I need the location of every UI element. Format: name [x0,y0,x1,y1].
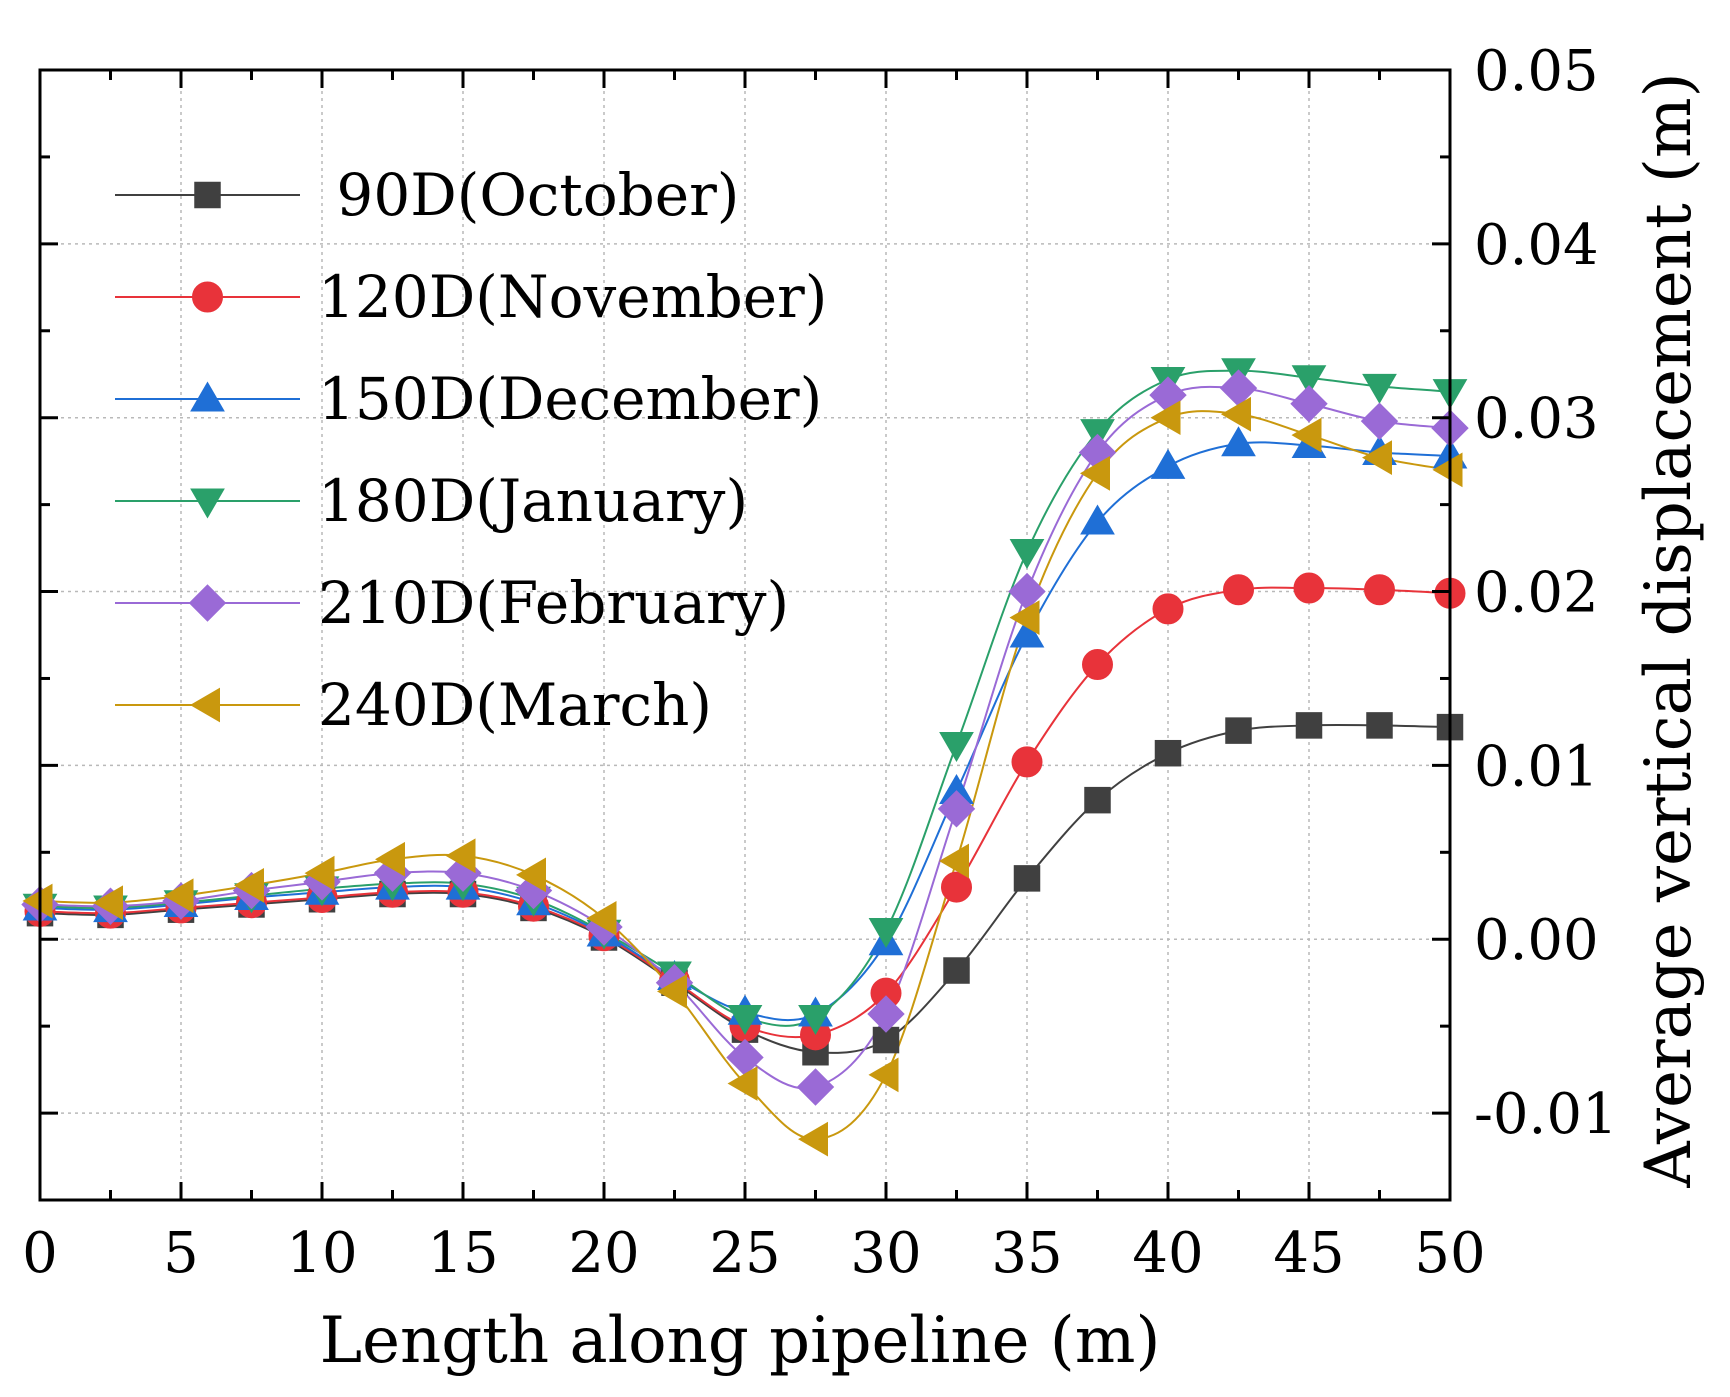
x-tick-label: 10 [286,1221,357,1286]
x-tick-label: 30 [850,1221,921,1286]
legend-label: 90D(October) [318,161,739,229]
legend-marker [194,181,221,209]
data-point-2 [1221,426,1256,457]
data-point-2 [1009,617,1045,648]
data-point-0 [1154,739,1182,767]
data-point-4 [937,790,976,828]
data-point-5 [1221,396,1251,432]
y-tick-label: 0.04 [1474,213,1599,278]
data-point-4 [796,1068,835,1106]
y-tick-label: 0.03 [1474,387,1599,452]
legend-label: 120D(November) [318,263,827,331]
data-point-1 [1011,746,1043,778]
x-tick-label: 45 [1273,1221,1344,1286]
series-line-2 [39,441,1451,1022]
y-tick-label: 0.02 [1474,561,1599,626]
data-point-5 [1080,455,1110,491]
data-point-2 [1080,504,1115,535]
data-point-3 [727,1004,763,1035]
data-point-1 [941,871,972,903]
data-point-1 [1293,572,1325,604]
data-point-2 [1150,448,1186,479]
data-point-5 [1009,600,1040,635]
data-point-3 [939,732,974,763]
data-point-3 [1291,365,1327,396]
legend-marker [190,488,225,519]
legend-marker [190,381,225,412]
data-point-5 [868,1057,899,1093]
data-point-5 [798,1121,828,1157]
data-point-3 [798,1004,833,1035]
data-point-5 [234,867,264,903]
legend-marker [192,281,223,313]
x-tick-label: 5 [163,1221,199,1286]
data-point-5 [163,878,194,914]
x-tick-label: 20 [568,1221,639,1286]
axis-ticks [38,68,1452,1200]
x-tick-label: 40 [1132,1221,1203,1286]
x-tick-label: 15 [427,1221,498,1286]
data-point-5 [516,857,546,893]
legend-label: 150D(December) [318,365,822,433]
data-point-4 [1008,572,1046,611]
data-point-3 [1009,539,1045,570]
y-tick-labels: -0.01 0.00 0.01 0.02 0.03 0.04 0.05 [1474,39,1618,1147]
data-point-5 [586,901,617,936]
data-point-5 [22,883,53,919]
x-tick-labels: 0 5 10 15 20 25 30 35 40 45 50 [22,1221,1485,1286]
data-point-5 [375,841,405,877]
x-tick-label: 25 [709,1221,780,1286]
legend-label: 240D(March) [318,671,712,739]
data-point-1 [1082,649,1113,681]
data-point-5 [1432,452,1463,488]
series-markers [21,358,1469,1157]
data-point-5 [727,1066,758,1101]
data-point-4 [1360,402,1399,440]
data-point-3 [868,918,904,949]
data-point-4 [1290,385,1328,423]
x-tick-label: 0 [22,1221,58,1286]
data-point-0 [1295,712,1323,739]
series-line-5 [39,410,1451,1141]
series-line-1 [39,586,1451,1039]
data-point-4 [867,995,905,1033]
data-point-5 [445,838,476,874]
data-point-0 [943,957,970,984]
legend-label: 180D(January) [318,467,748,535]
data-point-5 [1150,400,1181,436]
y-axis-title: Average vertical displacement (m) [1632,72,1706,1188]
y-tick-label: 0.05 [1474,39,1599,104]
data-point-1 [1364,574,1395,606]
legend-label: 210D(February) [318,569,789,637]
data-point-0 [1084,786,1111,814]
data-point-0 [1013,865,1041,892]
x-tick-label: 50 [1414,1221,1485,1286]
data-point-5 [1291,417,1322,453]
data-point-5 [657,974,687,1009]
data-point-0 [1225,717,1252,744]
data-point-5 [304,855,335,891]
data-point-1 [1223,574,1254,606]
data-point-1 [1152,593,1184,625]
x-axis-title: Length along pipeline (m) [320,1304,1161,1378]
data-point-0 [1366,712,1393,739]
y-tick-label: 0.00 [1474,908,1599,973]
data-point-5 [93,885,123,921]
data-point-5 [1362,440,1392,476]
x-tick-label: 35 [991,1221,1062,1286]
data-point-3 [1362,373,1397,404]
legend-marker [190,687,220,723]
y-tick-label: -0.01 [1474,1082,1618,1147]
legend: 90D(October) 120D(November) 150D(December)… [115,161,827,739]
y-tick-label: 0.01 [1474,734,1599,799]
legend-marker [188,584,227,622]
data-point-4 [1219,369,1258,407]
data-point-5 [939,843,969,879]
